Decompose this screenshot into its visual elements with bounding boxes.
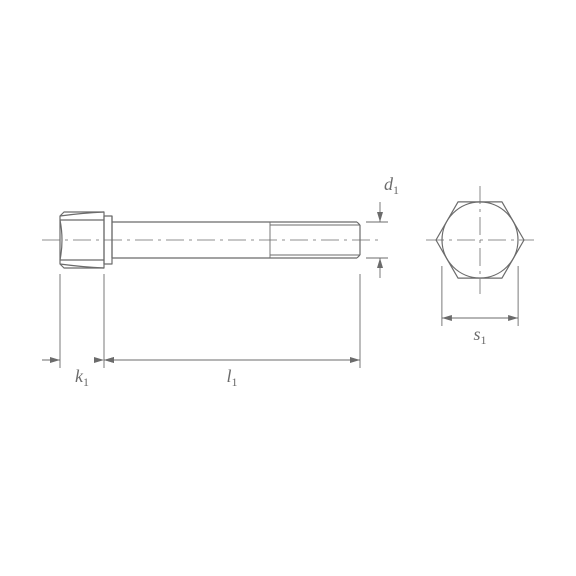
dim-label-d1: d1 [384, 174, 399, 197]
dim-label-l1: l1 [226, 366, 237, 389]
dim-label-k1: k1 [75, 366, 89, 389]
technical-drawing: k1 l1 d1 s1 [0, 0, 576, 576]
dim-label-s1: s1 [473, 324, 486, 347]
